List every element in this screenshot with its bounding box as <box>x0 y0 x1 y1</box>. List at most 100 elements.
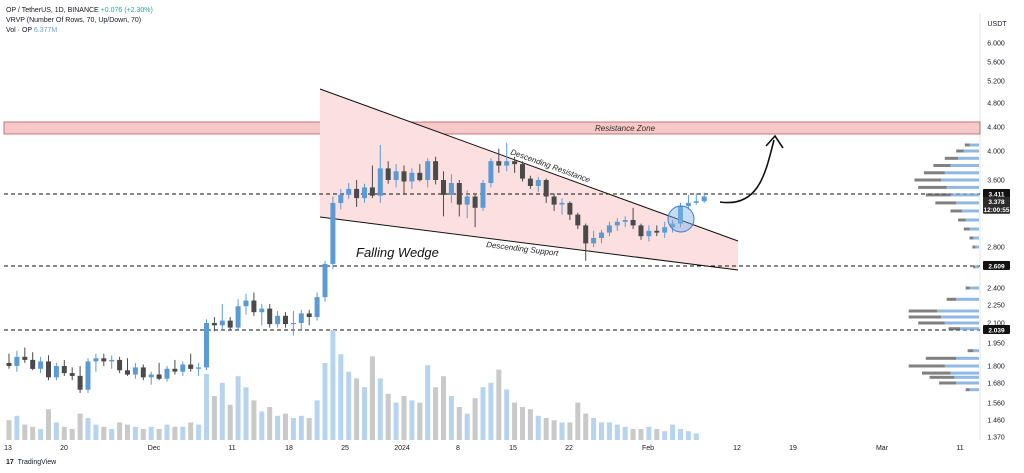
candle-body[interactable] <box>362 187 367 199</box>
candle-body[interactable] <box>464 196 470 205</box>
candle-body[interactable] <box>290 323 296 325</box>
resistance-zone[interactable]: Resistance Zone <box>3 121 981 135</box>
candle-body[interactable] <box>567 202 573 215</box>
candle-body[interactable] <box>196 367 202 369</box>
candle-body[interactable] <box>109 359 115 362</box>
candle-body[interactable] <box>77 375 83 390</box>
candle-body[interactable] <box>599 232 604 238</box>
candle-body[interactable] <box>496 161 502 166</box>
candle-body[interactable] <box>646 230 652 237</box>
candle-body[interactable] <box>369 187 375 196</box>
candle-body[interactable] <box>606 225 612 233</box>
candle-body[interactable] <box>638 225 644 237</box>
candle-body[interactable] <box>701 196 707 202</box>
candle-body[interactable] <box>504 161 510 166</box>
candle-body[interactable] <box>164 368 170 379</box>
descending-support-line[interactable] <box>319 216 739 271</box>
candle-body[interactable] <box>480 183 486 208</box>
candle-body[interactable] <box>148 374 154 378</box>
breakout-overlay[interactable] <box>667 134 784 233</box>
candle-body[interactable] <box>338 194 344 203</box>
candle-body[interactable] <box>330 202 336 264</box>
candle-body[interactable] <box>654 230 660 233</box>
candle-body[interactable] <box>472 196 478 208</box>
candle-body[interactable] <box>401 171 407 182</box>
candle-body[interactable] <box>188 364 194 369</box>
candle-body[interactable] <box>488 161 494 183</box>
candle-body[interactable] <box>235 306 241 328</box>
candle-body[interactable] <box>219 320 225 326</box>
candle-body[interactable] <box>630 220 636 226</box>
candle-body[interactable] <box>140 367 146 378</box>
volume-indicator-header[interactable]: Vol · OP 6.377M <box>6 26 57 35</box>
candle-body[interactable] <box>101 358 107 362</box>
candle-body[interactable] <box>251 300 257 313</box>
candle-body[interactable] <box>156 374 162 379</box>
candle-body[interactable] <box>622 220 628 222</box>
candle-body[interactable] <box>117 359 123 371</box>
symbol-header[interactable]: OP / TetherUS, 1D, BINANCE +0.076 (+2.30… <box>6 6 153 15</box>
candle-body[interactable] <box>559 202 565 205</box>
candle-body[interactable] <box>417 172 423 181</box>
candle-body[interactable] <box>30 359 36 369</box>
candle-body[interactable] <box>393 171 399 180</box>
candle-body[interactable] <box>322 263 328 298</box>
candle-body[interactable] <box>583 225 589 244</box>
resistance-zone-box[interactable] <box>3 121 981 135</box>
candle-body[interactable] <box>6 362 12 366</box>
candle-body[interactable] <box>377 168 383 196</box>
candle-body[interactable] <box>204 323 209 368</box>
breakout-circle[interactable] <box>667 205 695 233</box>
horizontal-levels[interactable] <box>4 193 980 331</box>
candle-body[interactable] <box>448 183 454 195</box>
candle-body[interactable] <box>354 188 360 199</box>
candle-body[interactable] <box>551 196 557 205</box>
candles[interactable] <box>6 142 707 393</box>
candle-body[interactable] <box>425 161 431 180</box>
candle-body[interactable] <box>259 308 265 313</box>
candle-body[interactable] <box>678 206 683 224</box>
candle-body[interactable] <box>685 202 691 207</box>
candle-body[interactable] <box>172 368 178 372</box>
candle-body[interactable] <box>614 221 620 226</box>
candle-body[interactable] <box>132 367 138 375</box>
candle-body[interactable] <box>314 297 320 317</box>
candle-body[interactable] <box>180 364 186 372</box>
candle-body[interactable] <box>243 300 249 307</box>
candle-body[interactable] <box>433 161 439 180</box>
candle-body[interactable] <box>22 356 28 360</box>
candle-body[interactable] <box>670 223 676 228</box>
tradingview-footer[interactable]: 17 TradingView <box>6 459 56 466</box>
candle-body[interactable] <box>211 323 217 326</box>
candle-body[interactable] <box>575 214 581 226</box>
candle-body[interactable] <box>275 315 281 325</box>
candle-body[interactable] <box>125 370 130 375</box>
candle-body[interactable] <box>85 361 91 390</box>
candle-body[interactable] <box>298 313 304 323</box>
candle-body[interactable] <box>14 356 20 366</box>
candle-body[interactable] <box>385 168 391 180</box>
candle-body[interactable] <box>53 366 59 378</box>
vrvp-indicator-label[interactable]: VRVP (Number Of Rows, 70, Up/Down, 70) <box>6 17 142 24</box>
candle-body[interactable] <box>46 361 51 378</box>
candle-body[interactable] <box>662 227 668 233</box>
projection-arrow[interactable] <box>719 139 775 204</box>
candle-body[interactable] <box>346 188 352 195</box>
candle-body[interactable] <box>283 315 288 325</box>
candle-body[interactable] <box>456 183 462 205</box>
candle-body[interactable] <box>69 373 75 376</box>
candle-body[interactable] <box>38 361 44 369</box>
candle-body[interactable] <box>93 358 99 362</box>
candle-body[interactable] <box>520 164 525 179</box>
candle-body[interactable] <box>535 180 541 186</box>
candle-body[interactable] <box>409 172 415 182</box>
candle-body[interactable] <box>267 308 273 325</box>
candle-body[interactable] <box>441 180 446 195</box>
candle-body[interactable] <box>591 238 597 244</box>
candle-body[interactable] <box>543 180 549 197</box>
candle-body[interactable] <box>693 201 699 203</box>
candle-body[interactable] <box>227 320 233 328</box>
candle-body[interactable] <box>61 366 67 374</box>
candle-body[interactable] <box>527 178 533 186</box>
